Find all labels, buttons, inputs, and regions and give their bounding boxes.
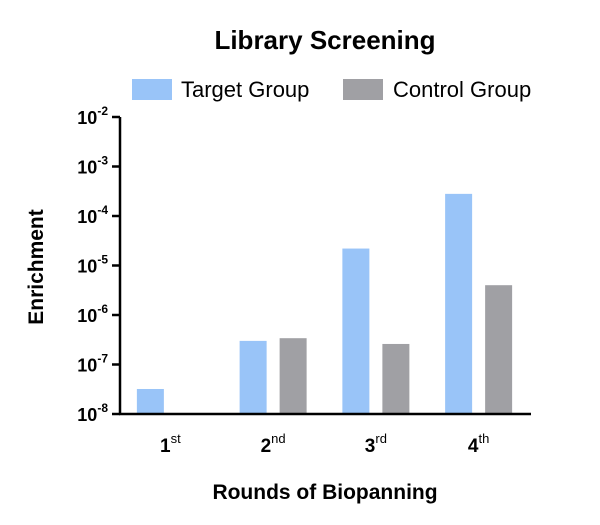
bar-target-group-round-4 bbox=[445, 193, 473, 414]
x-category-label: 2nd bbox=[261, 431, 286, 457]
bar-control-group-round-4 bbox=[485, 285, 513, 414]
legend-swatch-control-group bbox=[343, 79, 383, 100]
y-tick-label: 10-3 bbox=[77, 154, 108, 178]
x-axis-category-labels: 1st 2nd 3rd 4th bbox=[160, 431, 489, 457]
y-tick-label: 10-7 bbox=[77, 352, 108, 376]
legend-swatch-target-group bbox=[132, 79, 172, 100]
y-tick-label: 10-2 bbox=[77, 104, 108, 128]
y-tick-label: 10-8 bbox=[77, 401, 108, 425]
legend-label-target-group: Target Group bbox=[181, 77, 309, 102]
chart-title: Library Screening bbox=[214, 25, 435, 55]
legend-label-control-group: Control Group bbox=[393, 77, 531, 102]
y-axis-ticks: 10-8 10-7 10-6 10-5 10-4 10-3 10-2 bbox=[77, 104, 120, 425]
x-category-label: 1st bbox=[160, 431, 181, 457]
y-tick-label: 10-5 bbox=[77, 253, 108, 277]
bar-target-group-round-1 bbox=[136, 388, 164, 414]
x-category-label: 3rd bbox=[365, 431, 387, 457]
y-tick-label: 10-4 bbox=[77, 203, 108, 227]
x-axis-title: Rounds of Biopanning bbox=[212, 481, 437, 504]
bar-target-group-round-3 bbox=[342, 248, 370, 414]
bars bbox=[136, 193, 513, 414]
bar-control-group-round-2 bbox=[279, 338, 307, 414]
y-axis-title: Enrichment bbox=[25, 209, 48, 325]
x-category-label: 4th bbox=[468, 431, 489, 457]
y-tick-label: 10-6 bbox=[77, 302, 108, 326]
bar-target-group-round-2 bbox=[239, 340, 267, 414]
bar-control-group-round-3 bbox=[382, 343, 410, 414]
legend: Target Group Control Group bbox=[132, 77, 531, 102]
